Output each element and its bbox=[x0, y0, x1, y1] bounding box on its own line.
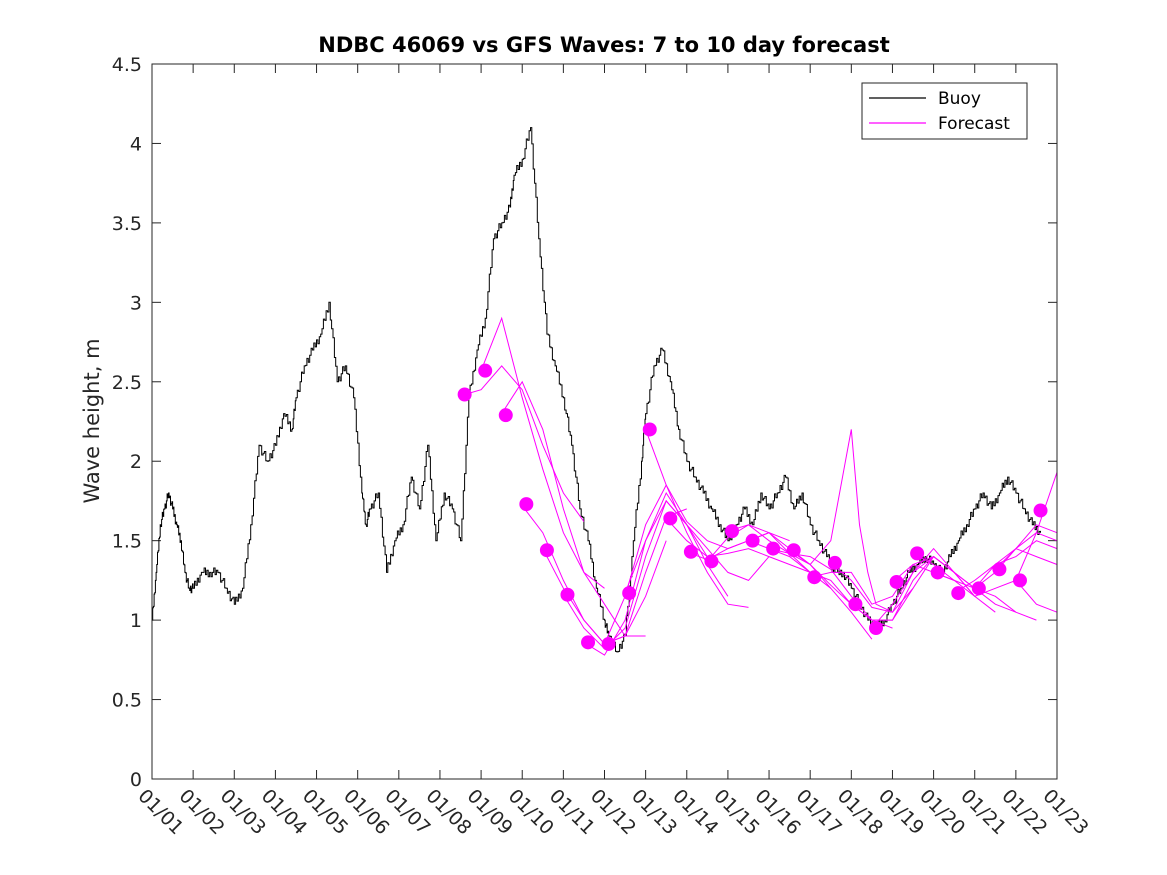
forecast-point bbox=[457, 387, 472, 402]
forecast-point bbox=[683, 544, 698, 559]
forecast-line-13 bbox=[727, 524, 873, 640]
y-tick-label: 4 bbox=[130, 133, 142, 155]
forecast-line-10 bbox=[665, 518, 811, 573]
forecast-line-0 bbox=[464, 365, 585, 522]
y-tick-label: 3 bbox=[130, 292, 142, 314]
forecast-point bbox=[622, 586, 637, 601]
forecast-point bbox=[827, 555, 842, 570]
y-tick-label: 1 bbox=[130, 610, 142, 632]
chart-title: NDBC 46069 vs GFS Waves: 7 to 10 day for… bbox=[318, 33, 889, 57]
y-tick-label: 3.5 bbox=[112, 213, 142, 235]
forecast-point bbox=[992, 562, 1007, 577]
forecast-point bbox=[889, 574, 904, 589]
forecast-line-17 bbox=[810, 563, 955, 605]
forecast-point bbox=[951, 586, 966, 601]
forecast-point bbox=[642, 422, 657, 437]
forecast-point bbox=[581, 635, 596, 650]
forecast-line-20 bbox=[871, 547, 1017, 629]
forecast-point bbox=[560, 587, 575, 602]
y-tick-label: 4.5 bbox=[112, 54, 142, 76]
forecast-line-26 bbox=[994, 524, 1058, 570]
forecast-point bbox=[663, 511, 678, 526]
forecast-line-2 bbox=[501, 380, 646, 637]
y-tick-label: 2.5 bbox=[112, 372, 142, 394]
legend-forecast-label: Forecast bbox=[938, 114, 1010, 134]
forecast-point bbox=[971, 581, 986, 596]
forecast-point bbox=[539, 543, 554, 558]
plot-area bbox=[151, 63, 1058, 780]
forecast-line-21 bbox=[892, 556, 1037, 621]
y-axis-label: Wave height, m bbox=[80, 338, 104, 503]
forecast-line-27 bbox=[1015, 472, 1058, 581]
axes-box bbox=[151, 63, 1058, 780]
y-tick-label: 2 bbox=[130, 451, 142, 473]
forecast-point bbox=[498, 408, 513, 423]
forecast-point bbox=[519, 497, 534, 512]
forecast-point bbox=[786, 543, 801, 558]
forecast-point bbox=[601, 636, 616, 651]
forecast-point bbox=[807, 570, 822, 585]
forecast-point bbox=[930, 565, 945, 580]
forecast-point bbox=[1033, 503, 1048, 518]
forecast-point bbox=[725, 524, 740, 539]
y-tick-label: 0.5 bbox=[112, 690, 142, 712]
legend: Buoy Forecast bbox=[861, 82, 1028, 140]
forecast-point bbox=[1012, 573, 1027, 588]
legend-box bbox=[861, 82, 1028, 140]
forecast-point bbox=[704, 554, 719, 569]
forecast-line-8 bbox=[624, 500, 770, 594]
forecast-point bbox=[869, 621, 883, 636]
forecast-line-19 bbox=[850, 555, 996, 621]
forecast-line-16 bbox=[789, 429, 934, 613]
forecast-line-24 bbox=[953, 540, 1058, 594]
y-tick-label: 0 bbox=[130, 769, 142, 791]
forecast-point bbox=[478, 363, 493, 378]
forecast-point bbox=[910, 546, 925, 561]
forecast-point bbox=[766, 541, 781, 556]
forecast-point bbox=[745, 533, 760, 548]
forecast-point bbox=[848, 597, 863, 612]
y-tick-label: 1.5 bbox=[112, 531, 142, 553]
legend-buoy-label: Buoy bbox=[938, 89, 981, 109]
